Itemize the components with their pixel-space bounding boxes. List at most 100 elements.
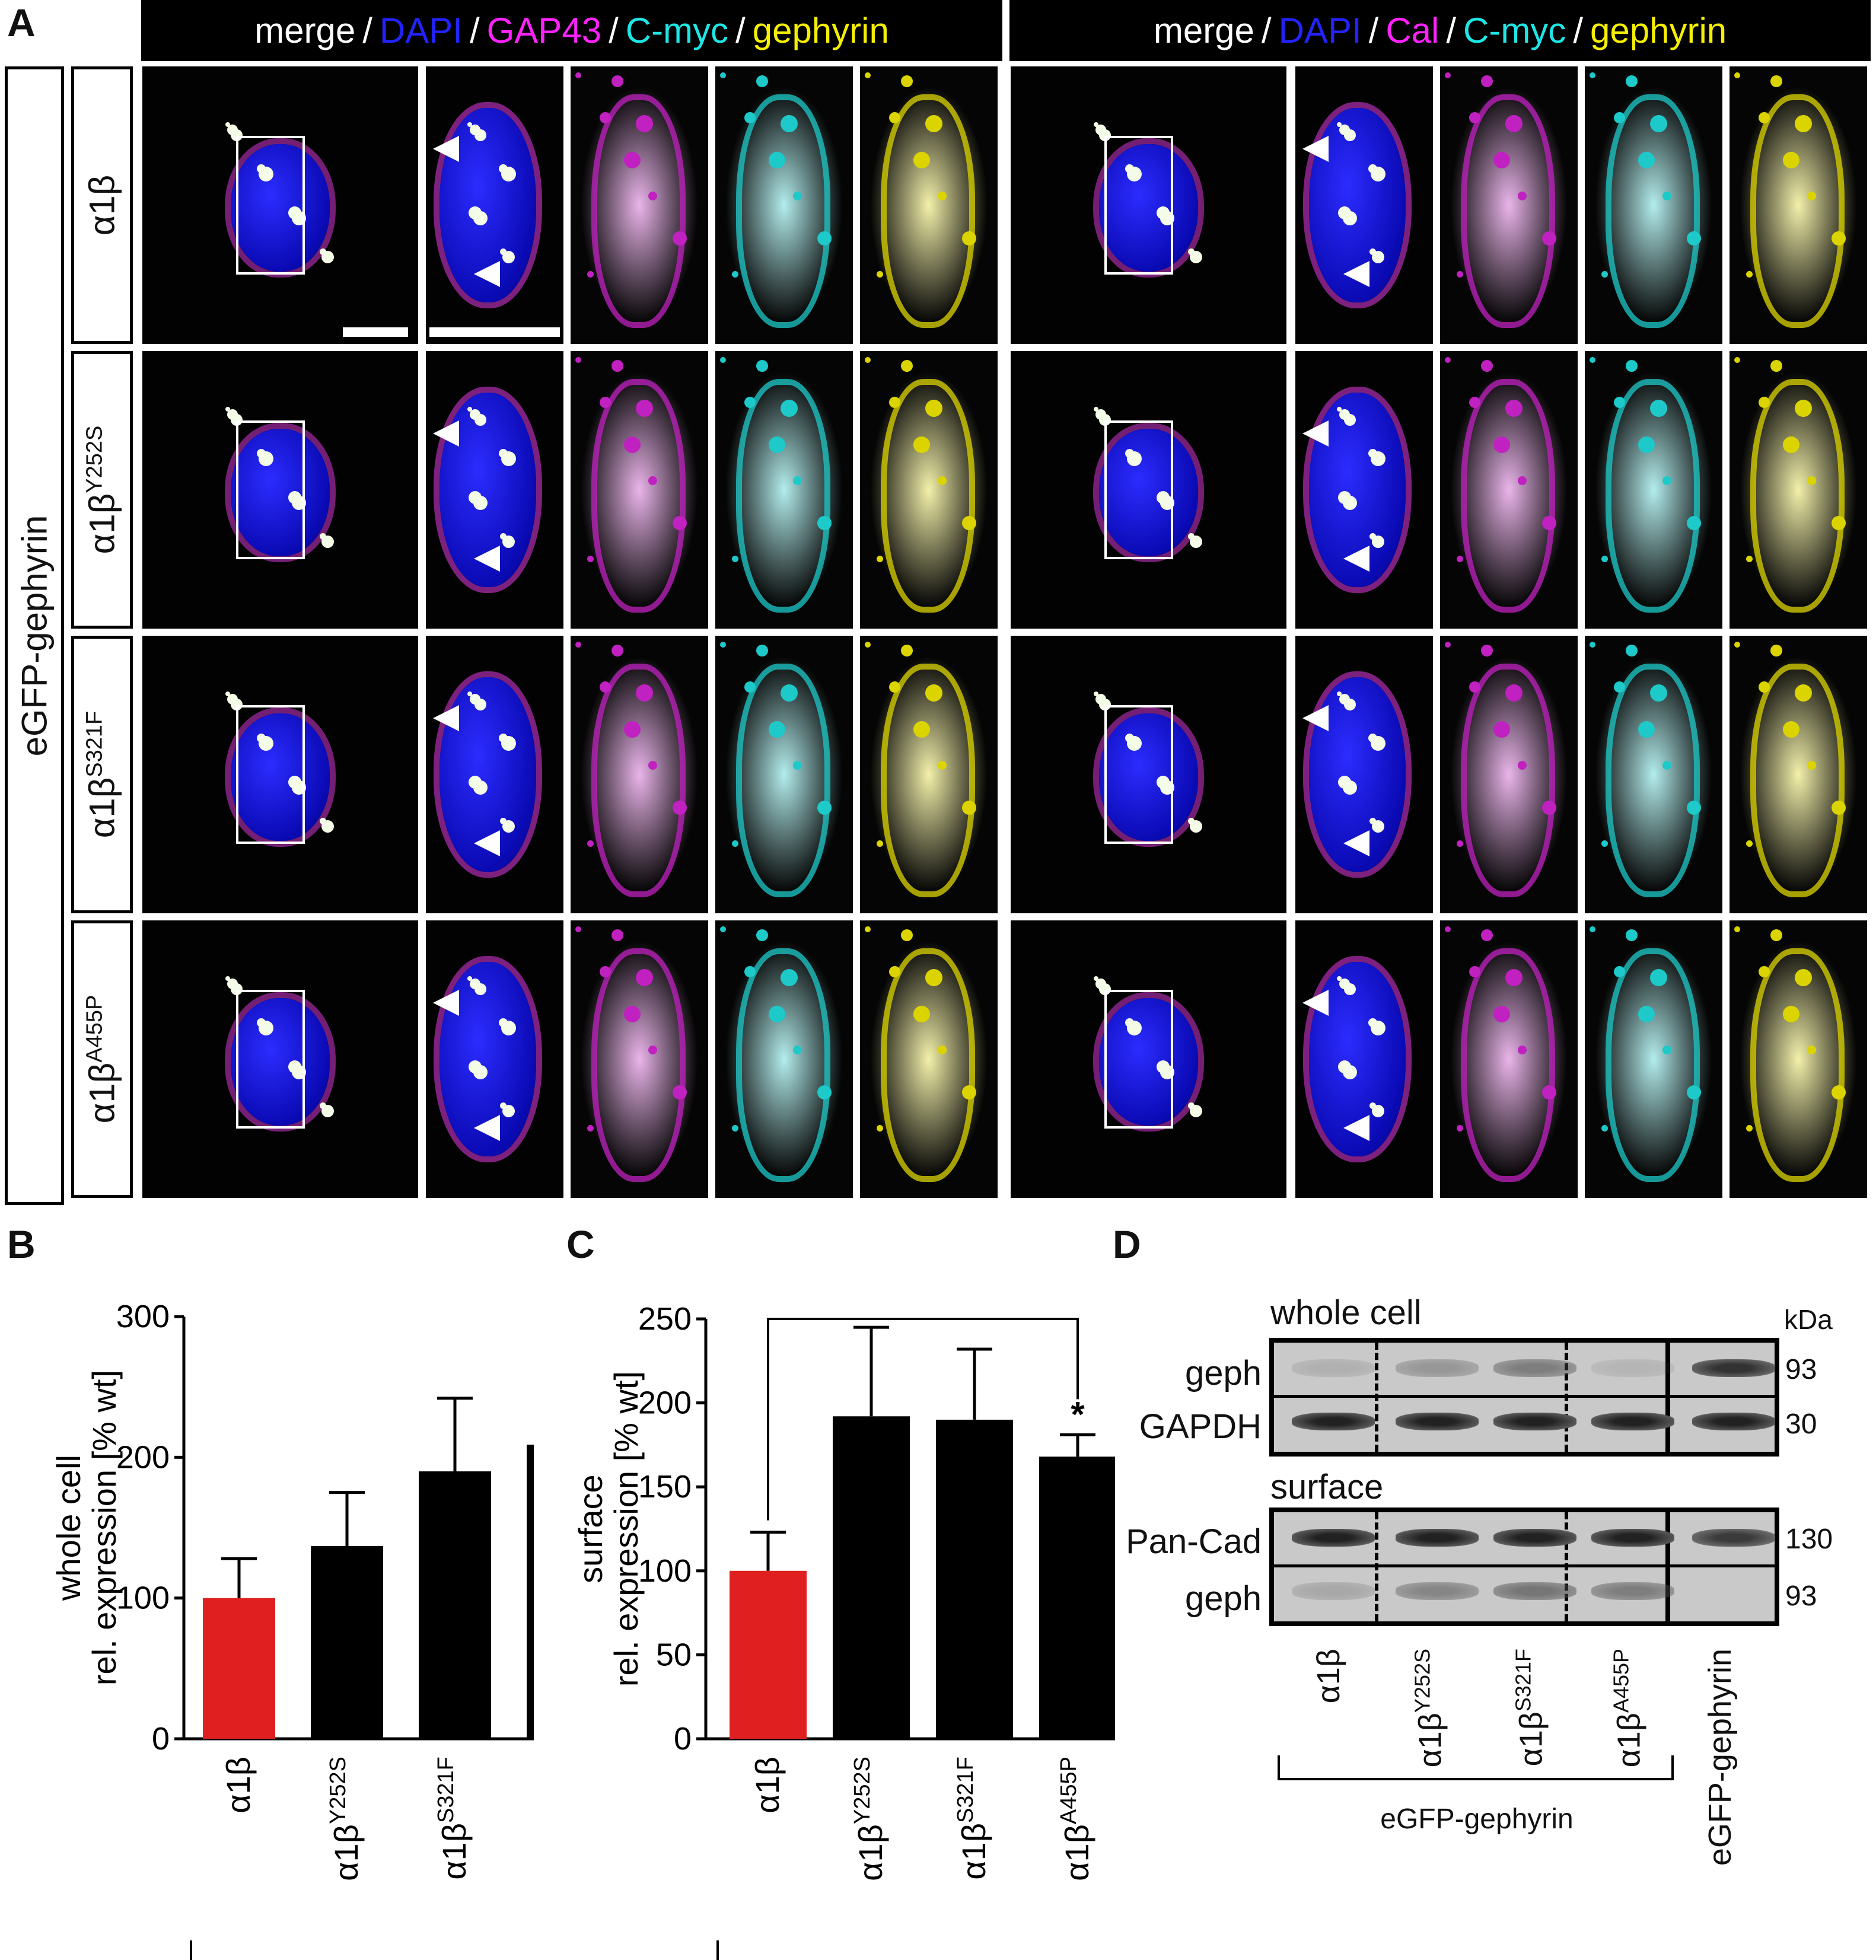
micrograph-right-row1-merge (1011, 351, 1286, 629)
side-label: eGFP-gephyrin (14, 515, 55, 757)
signal-puncta (720, 642, 726, 648)
signal-membrane (591, 663, 686, 898)
blot-band (1591, 1359, 1674, 1377)
signal-puncta (1626, 929, 1638, 941)
arrowhead-icon (474, 545, 501, 572)
puncta (472, 696, 478, 702)
puncta (1343, 983, 1356, 995)
signal-puncta (889, 681, 900, 693)
y-tick-label: 250 (638, 1301, 692, 1337)
micrograph-right-row0-y (1730, 66, 1867, 344)
header-term-8: gephyrin (1590, 11, 1727, 50)
row-label-sup: S321F (82, 710, 107, 777)
puncta (262, 171, 267, 177)
puncta (1097, 980, 1103, 987)
micrograph-right-row2-g (1440, 636, 1578, 913)
nucleus (1098, 998, 1199, 1126)
puncta (225, 976, 230, 981)
zoom-region-box (236, 420, 305, 559)
signal-puncta (673, 1085, 687, 1099)
puncta (1369, 248, 1376, 255)
signal-membrane (1460, 948, 1555, 1183)
micrograph-right-row3-zoom (1295, 920, 1433, 1198)
header-term-0: merge (254, 11, 356, 50)
signal-puncta (732, 556, 738, 562)
y-tick-label: 100 (116, 1580, 170, 1616)
puncta (1191, 253, 1199, 261)
micrograph-right-row3-y (1730, 920, 1867, 1198)
signal-puncta (793, 761, 802, 770)
signal-membrane (1750, 378, 1845, 613)
lane-label-sup: A455P (1609, 1649, 1633, 1713)
signal-puncta (744, 966, 756, 977)
signal-puncta (575, 357, 581, 363)
row-label-sup: A455P (82, 995, 107, 1063)
signal-puncta (600, 112, 611, 123)
blot-band (1396, 1413, 1479, 1430)
puncta (1342, 1065, 1357, 1079)
signal-puncta (962, 801, 976, 815)
signal-puncta (817, 516, 832, 530)
signal-puncta (756, 645, 768, 656)
puncta (467, 122, 472, 127)
signal-puncta (1807, 476, 1816, 485)
signal-puncta (624, 436, 641, 453)
puncta (1375, 455, 1381, 461)
y-tick-label: 200 (638, 1385, 692, 1421)
blot-band (1692, 1413, 1775, 1430)
micrograph-right-row0-c (1585, 66, 1722, 344)
signal-puncta (636, 400, 653, 417)
micrograph-left-row0-merge (142, 66, 418, 344)
micrograph-left-row0-c (715, 66, 853, 344)
chart-c: 0 50 100 150 200 250 surfacerel. expression [%… (572, 1301, 1115, 1960)
signal-membrane (1605, 378, 1700, 613)
row-label-sup: Y252S (82, 425, 107, 493)
signal-puncta (913, 1006, 930, 1022)
micrograph-right-row3-c (1585, 920, 1722, 1198)
puncta (1375, 171, 1381, 177)
kda-marker-93-top: 93 (1785, 1354, 1817, 1385)
signal-puncta (1759, 112, 1770, 123)
row-label-box-3: α1βA455P (71, 920, 133, 1198)
puncta (1341, 980, 1348, 987)
signal-membrane (1460, 663, 1555, 898)
signal-puncta (1445, 926, 1451, 932)
signal-puncta (938, 1046, 947, 1054)
signal-puncta (938, 192, 947, 200)
signal-puncta (624, 152, 641, 168)
puncta (467, 691, 472, 696)
signal-puncta (1445, 642, 1451, 648)
puncta (1341, 411, 1348, 418)
puncta (505, 455, 511, 461)
signal-puncta (636, 115, 653, 132)
signal-puncta (901, 645, 913, 656)
micrograph-left-row1-zoom (426, 351, 563, 629)
signal-puncta (1759, 397, 1770, 408)
signal-puncta (1783, 721, 1799, 738)
signal-puncta (1832, 1085, 1846, 1099)
signal-puncta (600, 397, 611, 408)
lane-label-sup: Y252S (1410, 1649, 1435, 1713)
signal-membrane (880, 663, 975, 898)
bar-3 (1039, 1457, 1115, 1739)
y-axis-label: surfacerel. expression [% wt] (572, 1371, 645, 1687)
signal-puncta (817, 801, 832, 815)
signal-puncta (1783, 152, 1799, 168)
signal-puncta (1734, 72, 1740, 78)
signal-puncta (1505, 969, 1523, 986)
micrograph-left-row3-g (571, 920, 708, 1198)
signal-membrane (735, 663, 830, 898)
blot-band (1493, 1529, 1576, 1547)
puncta (1093, 122, 1098, 127)
signal-membrane (1460, 378, 1555, 613)
row-label-base: α1β (82, 1062, 122, 1124)
signal-puncta (636, 969, 653, 986)
blot-band (1396, 1529, 1479, 1547)
signal-puncta (732, 1125, 738, 1132)
signal-puncta (744, 112, 756, 123)
zoom-region-box (1104, 990, 1174, 1129)
micrograph-right-row0-g (1440, 66, 1578, 344)
header-term-3: / (1368, 11, 1379, 50)
blot-row-label-gapdh: GAPDH (1139, 1407, 1262, 1446)
blot-band (1493, 1359, 1576, 1377)
